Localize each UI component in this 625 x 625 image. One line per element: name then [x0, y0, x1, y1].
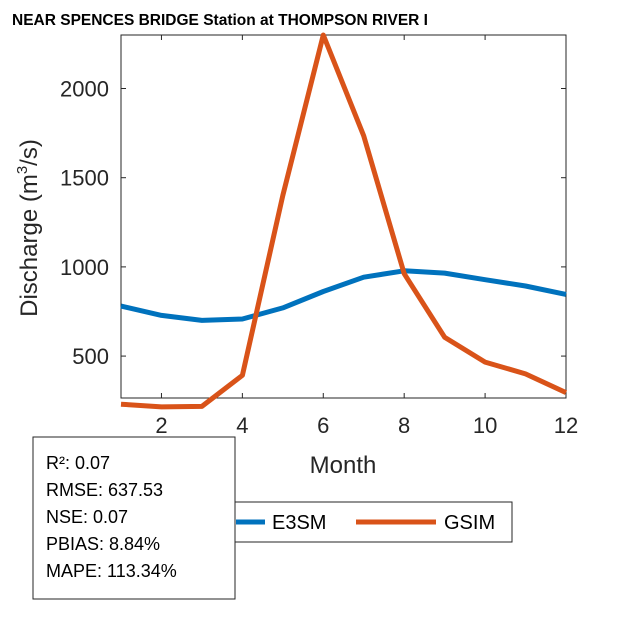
series-line-e3sm [120, 268, 567, 323]
stat-mape: MAPE: 113.34% [46, 561, 177, 581]
y-tick-label: 2000 [60, 77, 109, 102]
y-tick-label: 500 [72, 344, 109, 369]
stat-rmse: RMSE: 637.53 [46, 480, 163, 500]
y-tick-labels: 500 1000 1500 2000 [60, 77, 109, 370]
legend: E3SM GSIM [224, 501, 513, 543]
plot-area [120, 34, 567, 399]
x-tick-label: 10 [473, 413, 497, 438]
stats-box-frame [32, 436, 236, 600]
y-axis-label: Discharge (m3/s) [14, 139, 43, 317]
chart-title: NEAR SPENCES BRIDGE Station at THOMPSON … [12, 12, 428, 29]
x-tick-label: 8 [398, 413, 410, 438]
stats-box: R²: 0.07 RMSE: 637.53 NSE: 0.07 PBIAS: 8… [32, 436, 236, 600]
x-tick-label: 6 [317, 413, 329, 438]
legend-label-gsim: GSIM [444, 512, 495, 534]
stat-r2: R²: 0.07 [46, 453, 110, 473]
series-lines [120, 32, 568, 410]
legend-label-e3sm: E3SM [272, 512, 326, 534]
legend-box [224, 501, 513, 543]
x-tick-labels: 2 4 6 8 10 12 [155, 413, 578, 438]
x-tick-label: 4 [236, 413, 248, 438]
stat-nse: NSE: 0.07 [46, 507, 128, 527]
x-tick-label: 2 [155, 413, 167, 438]
x-axis-label: Month [310, 452, 377, 479]
y-tick-label: 1500 [60, 166, 109, 191]
y-tick-label: 1000 [60, 255, 109, 280]
y-axis-label-main: Discharge (m [16, 174, 43, 317]
x-tick-label: 12 [554, 413, 578, 438]
series-line-gsim [120, 32, 568, 410]
stat-pbias: PBIAS: 8.84% [46, 534, 160, 554]
y-axis-label-tail: /s) [16, 139, 43, 166]
y-axis-label-sup: 3 [14, 166, 31, 174]
